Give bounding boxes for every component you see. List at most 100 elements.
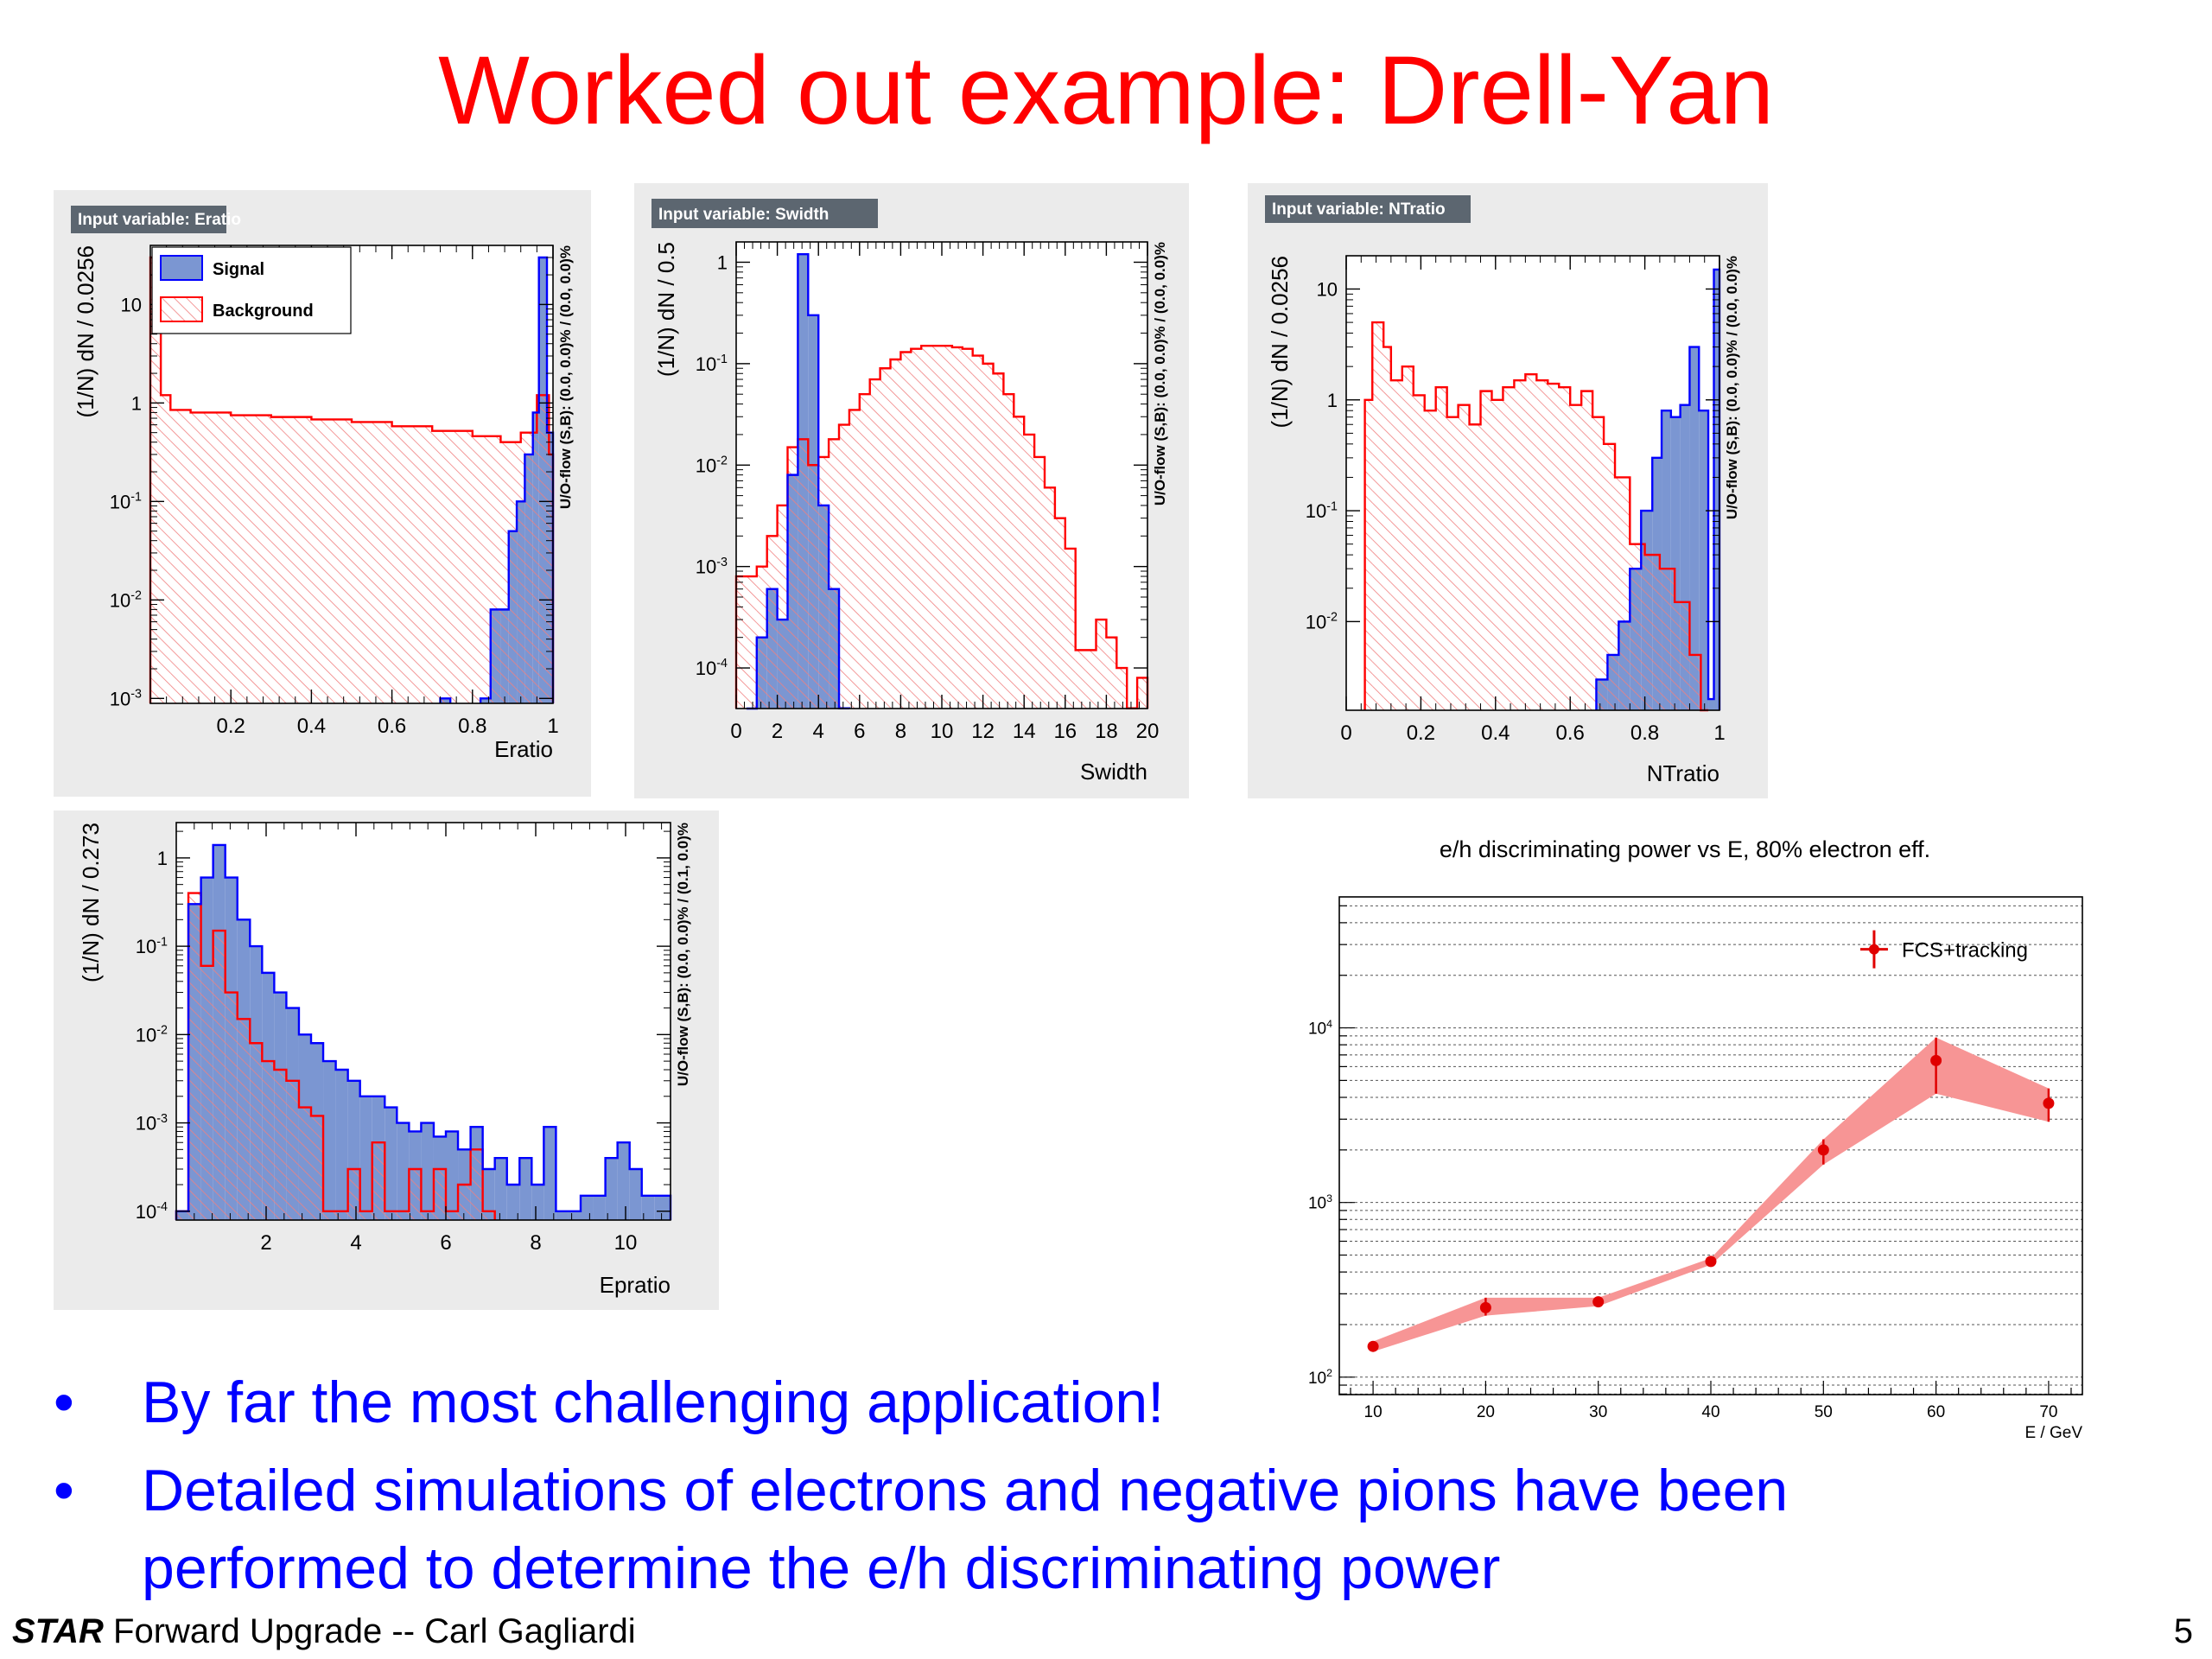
background-outline bbox=[175, 892, 496, 1220]
x-axis-label: Epratio bbox=[600, 1272, 671, 1298]
background-bar bbox=[298, 1107, 311, 1220]
signal-bar bbox=[446, 1131, 459, 1220]
input-variable-box bbox=[652, 199, 878, 228]
background-bar bbox=[1045, 487, 1055, 709]
background-bar bbox=[359, 1211, 372, 1220]
bullet-dot: • bbox=[54, 1370, 74, 1435]
x-tick-label: 50 bbox=[1815, 1403, 1833, 1421]
background-bar bbox=[1435, 387, 1447, 710]
bullet-line: By far the most challenging application! bbox=[142, 1370, 1165, 1435]
background-bar bbox=[446, 1211, 459, 1220]
background-bar bbox=[962, 348, 973, 709]
y-tick-label: 1 bbox=[157, 848, 168, 869]
background-bar bbox=[859, 394, 870, 709]
background-bar bbox=[409, 1169, 422, 1220]
background-bar bbox=[270, 416, 312, 703]
data-point bbox=[2043, 1097, 2055, 1109]
plot-frame bbox=[149, 245, 554, 704]
signal-bar bbox=[359, 1096, 372, 1220]
data-point bbox=[1479, 1301, 1491, 1313]
background-bar bbox=[1659, 569, 1675, 710]
background-bar bbox=[736, 576, 747, 709]
x-tick-label: 8 bbox=[895, 720, 906, 743]
background-bar bbox=[262, 1061, 275, 1220]
signal-bar bbox=[641, 1195, 655, 1220]
background-bar bbox=[1525, 374, 1537, 710]
background-bar bbox=[1469, 424, 1481, 710]
background-bar bbox=[188, 893, 201, 1220]
footer-logo-text: STAR bbox=[12, 1612, 104, 1650]
y-tick-label: 10-2 bbox=[1306, 611, 1338, 633]
legend-signal-label: Signal bbox=[213, 260, 264, 279]
x-tick-label: 0.8 bbox=[1630, 721, 1659, 745]
overflow-label: U/O-flow (S,B): (0.0, 0.0)% / (0.0, 0.0)… bbox=[557, 245, 574, 509]
x-tick-label: 10 bbox=[614, 1231, 638, 1255]
background-bar bbox=[1085, 650, 1096, 709]
data-point bbox=[1705, 1255, 1717, 1268]
background-bar bbox=[549, 454, 553, 703]
x-axis-label: Eratio bbox=[494, 736, 553, 762]
background-bar bbox=[766, 536, 778, 709]
background-bar bbox=[1413, 395, 1425, 710]
y-tick-label: 10-3 bbox=[110, 688, 142, 710]
background-bar bbox=[335, 1211, 348, 1220]
background-bar bbox=[880, 368, 891, 709]
background-bar bbox=[323, 1211, 336, 1220]
signal-outline bbox=[1595, 268, 1721, 710]
background-bar bbox=[1480, 391, 1492, 710]
signal-bar bbox=[323, 1061, 336, 1220]
x-axis-label: E / GeV bbox=[2024, 1424, 2082, 1442]
bullet-line: performed to determine the e/h discrimin… bbox=[142, 1535, 1501, 1601]
signal-bar bbox=[1662, 410, 1671, 710]
input-variable-label: Input variable: Eratio bbox=[78, 211, 241, 229]
background-bar bbox=[921, 346, 932, 709]
signal-outline bbox=[175, 843, 672, 1220]
background-bar bbox=[213, 931, 226, 1220]
signal-bar bbox=[617, 1142, 630, 1220]
background-bar bbox=[537, 395, 550, 703]
background-bar bbox=[397, 1211, 410, 1220]
overflow-label: U/O-flow (S,B): (0.0, 0.0)% / (0.0, 0.0)… bbox=[1724, 256, 1740, 519]
background-bar bbox=[150, 257, 162, 704]
background-bar bbox=[472, 435, 501, 703]
signal-bar bbox=[519, 1158, 532, 1220]
x-tick-label: 0.6 bbox=[378, 715, 406, 738]
x-tick-label: 8 bbox=[530, 1231, 541, 1255]
chart-panel-eh-power: e/h discriminating power vs E, 80% elect… bbox=[1287, 831, 2108, 1453]
background-bar bbox=[1054, 518, 1065, 709]
signal-bar bbox=[605, 1158, 618, 1220]
x-tick-label: 2 bbox=[772, 720, 783, 743]
x-tick-label: 1 bbox=[1713, 721, 1725, 745]
x-tick-label: 10 bbox=[931, 720, 954, 743]
background-bar bbox=[482, 1211, 495, 1220]
background-bar bbox=[311, 1116, 324, 1220]
background-bar bbox=[1446, 416, 1459, 710]
x-tick-label: 0.4 bbox=[297, 715, 326, 738]
x-tick-label: 0.2 bbox=[217, 715, 245, 738]
y-tick-label: 10-3 bbox=[136, 1112, 168, 1135]
y-axis-label: (1/N) dN / 0.0256 bbox=[1267, 256, 1293, 428]
background-bar bbox=[1630, 543, 1645, 710]
y-tick-label: 1 bbox=[1327, 390, 1338, 411]
footer: STAR Forward Upgrade -- Carl Gagliardi bbox=[12, 1612, 636, 1651]
background-bar bbox=[286, 1080, 299, 1220]
chart-panel-epratio: 2 4 6 8 10 10-4 10-3 10-2 10-1 1 Epratio (1/N) dN /… bbox=[54, 810, 719, 1310]
legend-background-swatch bbox=[160, 296, 203, 322]
x-tick-label: 0.6 bbox=[1556, 721, 1585, 745]
signal-bar bbox=[1689, 346, 1700, 710]
y-tick-label: 10-2 bbox=[110, 589, 142, 612]
background-bar bbox=[900, 352, 912, 709]
y-tick-label: 10-2 bbox=[136, 1024, 168, 1046]
background-bar bbox=[161, 395, 171, 703]
background-bar bbox=[391, 426, 433, 703]
x-tick-label: 16 bbox=[1053, 720, 1077, 743]
signal-bar bbox=[556, 1211, 569, 1220]
chart-swidth: 0 2 4 6 8 10 12 14 16 18 20 10-4 10-3 10-2 10-1 1 Swidth… bbox=[652, 199, 1168, 785]
signal-bar bbox=[335, 1070, 348, 1220]
background-bar bbox=[311, 419, 352, 703]
signal-bar bbox=[1699, 410, 1709, 710]
signal-bar bbox=[421, 1122, 434, 1220]
bullet-item: • By far the most challenging applicatio… bbox=[54, 1363, 1955, 1441]
background-bar bbox=[1014, 416, 1025, 709]
x-axis-label: NTratio bbox=[1647, 760, 1719, 786]
